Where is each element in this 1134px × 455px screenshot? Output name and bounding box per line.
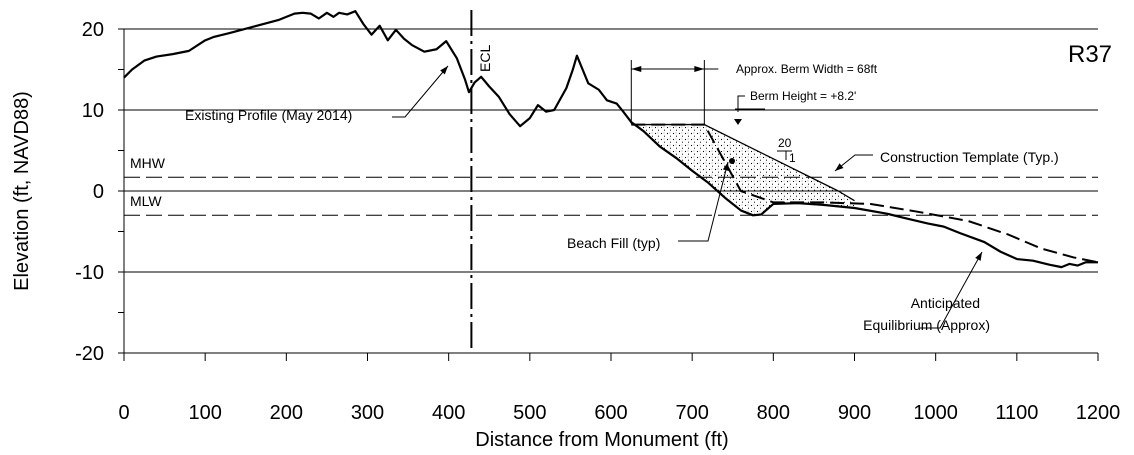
x-tick-label: 200 [270, 402, 303, 424]
equilibrium-label-line2: Equilibrium (Approx) [863, 317, 990, 333]
leader-arrowhead [835, 163, 844, 171]
annotations: R37 ECL MHW MLW Existing Profile (May 20… [130, 41, 1112, 333]
beach-fill-marker [729, 158, 735, 164]
equilibrium-leader [920, 251, 983, 329]
x-tick-label: 900 [838, 402, 871, 424]
reference-lines [124, 10, 1098, 353]
leader-arrowhead [975, 252, 982, 261]
y-tick-label: -10 [75, 262, 104, 284]
x-tick-label: 0 [118, 402, 129, 424]
anticipated-equilibrium-line [631, 123, 1099, 264]
existing-profile-line [123, 10, 1098, 269]
x-tick-label: 400 [432, 402, 465, 424]
y-tick-label: -20 [75, 343, 104, 365]
beach-fill-leader [678, 161, 729, 242]
berm-width-label: Approx. Berm Width = 68ft [736, 62, 878, 76]
beach-fill-label: Beach Fill (typ) [567, 235, 660, 251]
ecl-label: ECL [477, 45, 493, 72]
existing-profile-label: Existing Profile (May 2014) [185, 107, 352, 123]
construction-template-line [631, 123, 855, 202]
x-tick-label: 800 [757, 402, 790, 424]
profile-series [123, 10, 1099, 269]
leader-arrowhead [440, 66, 448, 75]
construction-template-leader [834, 154, 873, 172]
slope-rise-label: 1 [789, 151, 796, 165]
x-tick-label: 700 [675, 402, 708, 424]
existing-profile-leader [392, 65, 449, 118]
beach-fill-polygon [631, 122, 855, 216]
construction-template-label: Construction Template (Typ.) [880, 149, 1059, 165]
y-tick-label: 10 [82, 100, 104, 122]
x-tick-label: 600 [594, 402, 627, 424]
y-tick-label: 0 [93, 181, 104, 203]
beach-fill-area [631, 122, 855, 216]
mhw-label: MHW [130, 155, 166, 171]
berm-height-leader [737, 95, 745, 112]
berm-width-arrow-left [631, 66, 642, 72]
x-tick-label: 300 [351, 402, 384, 424]
mlw-label: MLW [130, 193, 162, 209]
berm-height-label: Berm Height = +8.2' [750, 89, 856, 103]
y-tick-label: 20 [82, 19, 104, 41]
profile-id-label: R37 [1068, 41, 1112, 68]
leader-arrowhead [722, 162, 729, 171]
x-axis-title: Distance from Monument (ft) [475, 429, 728, 451]
x-tick-label: 1100 [995, 402, 1038, 424]
equilibrium-label-line1: Anticipated [911, 295, 980, 311]
x-tick-label: 1200 [1076, 402, 1121, 424]
x-tick-label: 1000 [913, 402, 958, 424]
x-tick-label: 100 [188, 402, 221, 424]
x-tick-label: 500 [513, 402, 546, 424]
berm-height-arrow [734, 119, 742, 125]
y-axis-title: Elevation (ft, NAVD88) [11, 91, 33, 291]
berm-width-arrow-right [694, 66, 705, 72]
slope-run-label: 20 [778, 136, 792, 150]
